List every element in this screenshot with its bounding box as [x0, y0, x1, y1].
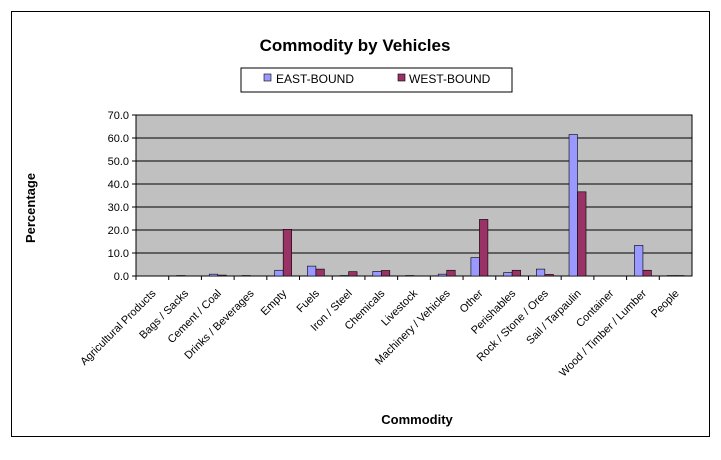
bar-east [470, 257, 480, 277]
bar-west [282, 229, 292, 277]
bar-east [536, 268, 546, 277]
gridlines [136, 137, 692, 254]
bar-east [372, 271, 382, 277]
legend: EAST-BOUND WEST-BOUND [240, 67, 513, 93]
y-tick-label: 50.0 [108, 156, 129, 168]
bar-east [274, 269, 284, 277]
bar-west [446, 269, 456, 277]
bar-west [511, 269, 521, 277]
x-tick-label: Other [458, 287, 486, 315]
legend-swatch-west [397, 73, 406, 82]
bar-east [568, 134, 578, 277]
y-tick-label: 40.0 [108, 179, 129, 191]
chart-svg: Commodity by Vehicles EAST-BOUND WEST-BO… [23, 36, 693, 427]
chart-area: Commodity by Vehicles EAST-BOUND WEST-BO… [11, 11, 710, 437]
y-tick-label: 70.0 [108, 110, 129, 122]
x-tick-label: Empty [259, 287, 290, 318]
legend-box [240, 67, 513, 93]
legend-swatch-east [263, 73, 272, 82]
x-tick-label: Fuels [294, 287, 322, 315]
y-tick-label: 10.0 [108, 248, 129, 260]
bar-west [348, 271, 358, 277]
y-axis-title: Percentage [23, 173, 38, 243]
bar-east [437, 273, 448, 277]
x-axis-title: Commodity [381, 412, 453, 427]
y-axis-ticks: 0.0 10.0 20.0 30.0 40.0 50.0 60.0 70.0 [108, 110, 136, 283]
bar-east [634, 245, 644, 277]
x-tick-label: People [649, 288, 682, 321]
bar-west [315, 268, 325, 277]
bar-east [307, 265, 317, 277]
bar-west [544, 274, 554, 277]
bar-west [577, 191, 587, 277]
bar-west [642, 269, 652, 277]
bar-west [479, 219, 489, 277]
y-tick-label: 0.0 [114, 271, 129, 283]
y-tick-label: 20.0 [108, 225, 129, 237]
bars [176, 134, 685, 277]
legend-label-east: EAST-BOUND [276, 72, 354, 86]
bar-west [217, 274, 227, 277]
y-tick-label: 60.0 [108, 133, 129, 145]
chart-title: Commodity by Vehicles [260, 36, 451, 55]
y-tick-label: 30.0 [108, 202, 129, 214]
bar-east [503, 272, 513, 277]
bar-west [380, 270, 391, 277]
plot-area [135, 114, 693, 277]
legend-label-west: WEST-BOUND [409, 72, 491, 86]
bar-east [208, 273, 219, 277]
